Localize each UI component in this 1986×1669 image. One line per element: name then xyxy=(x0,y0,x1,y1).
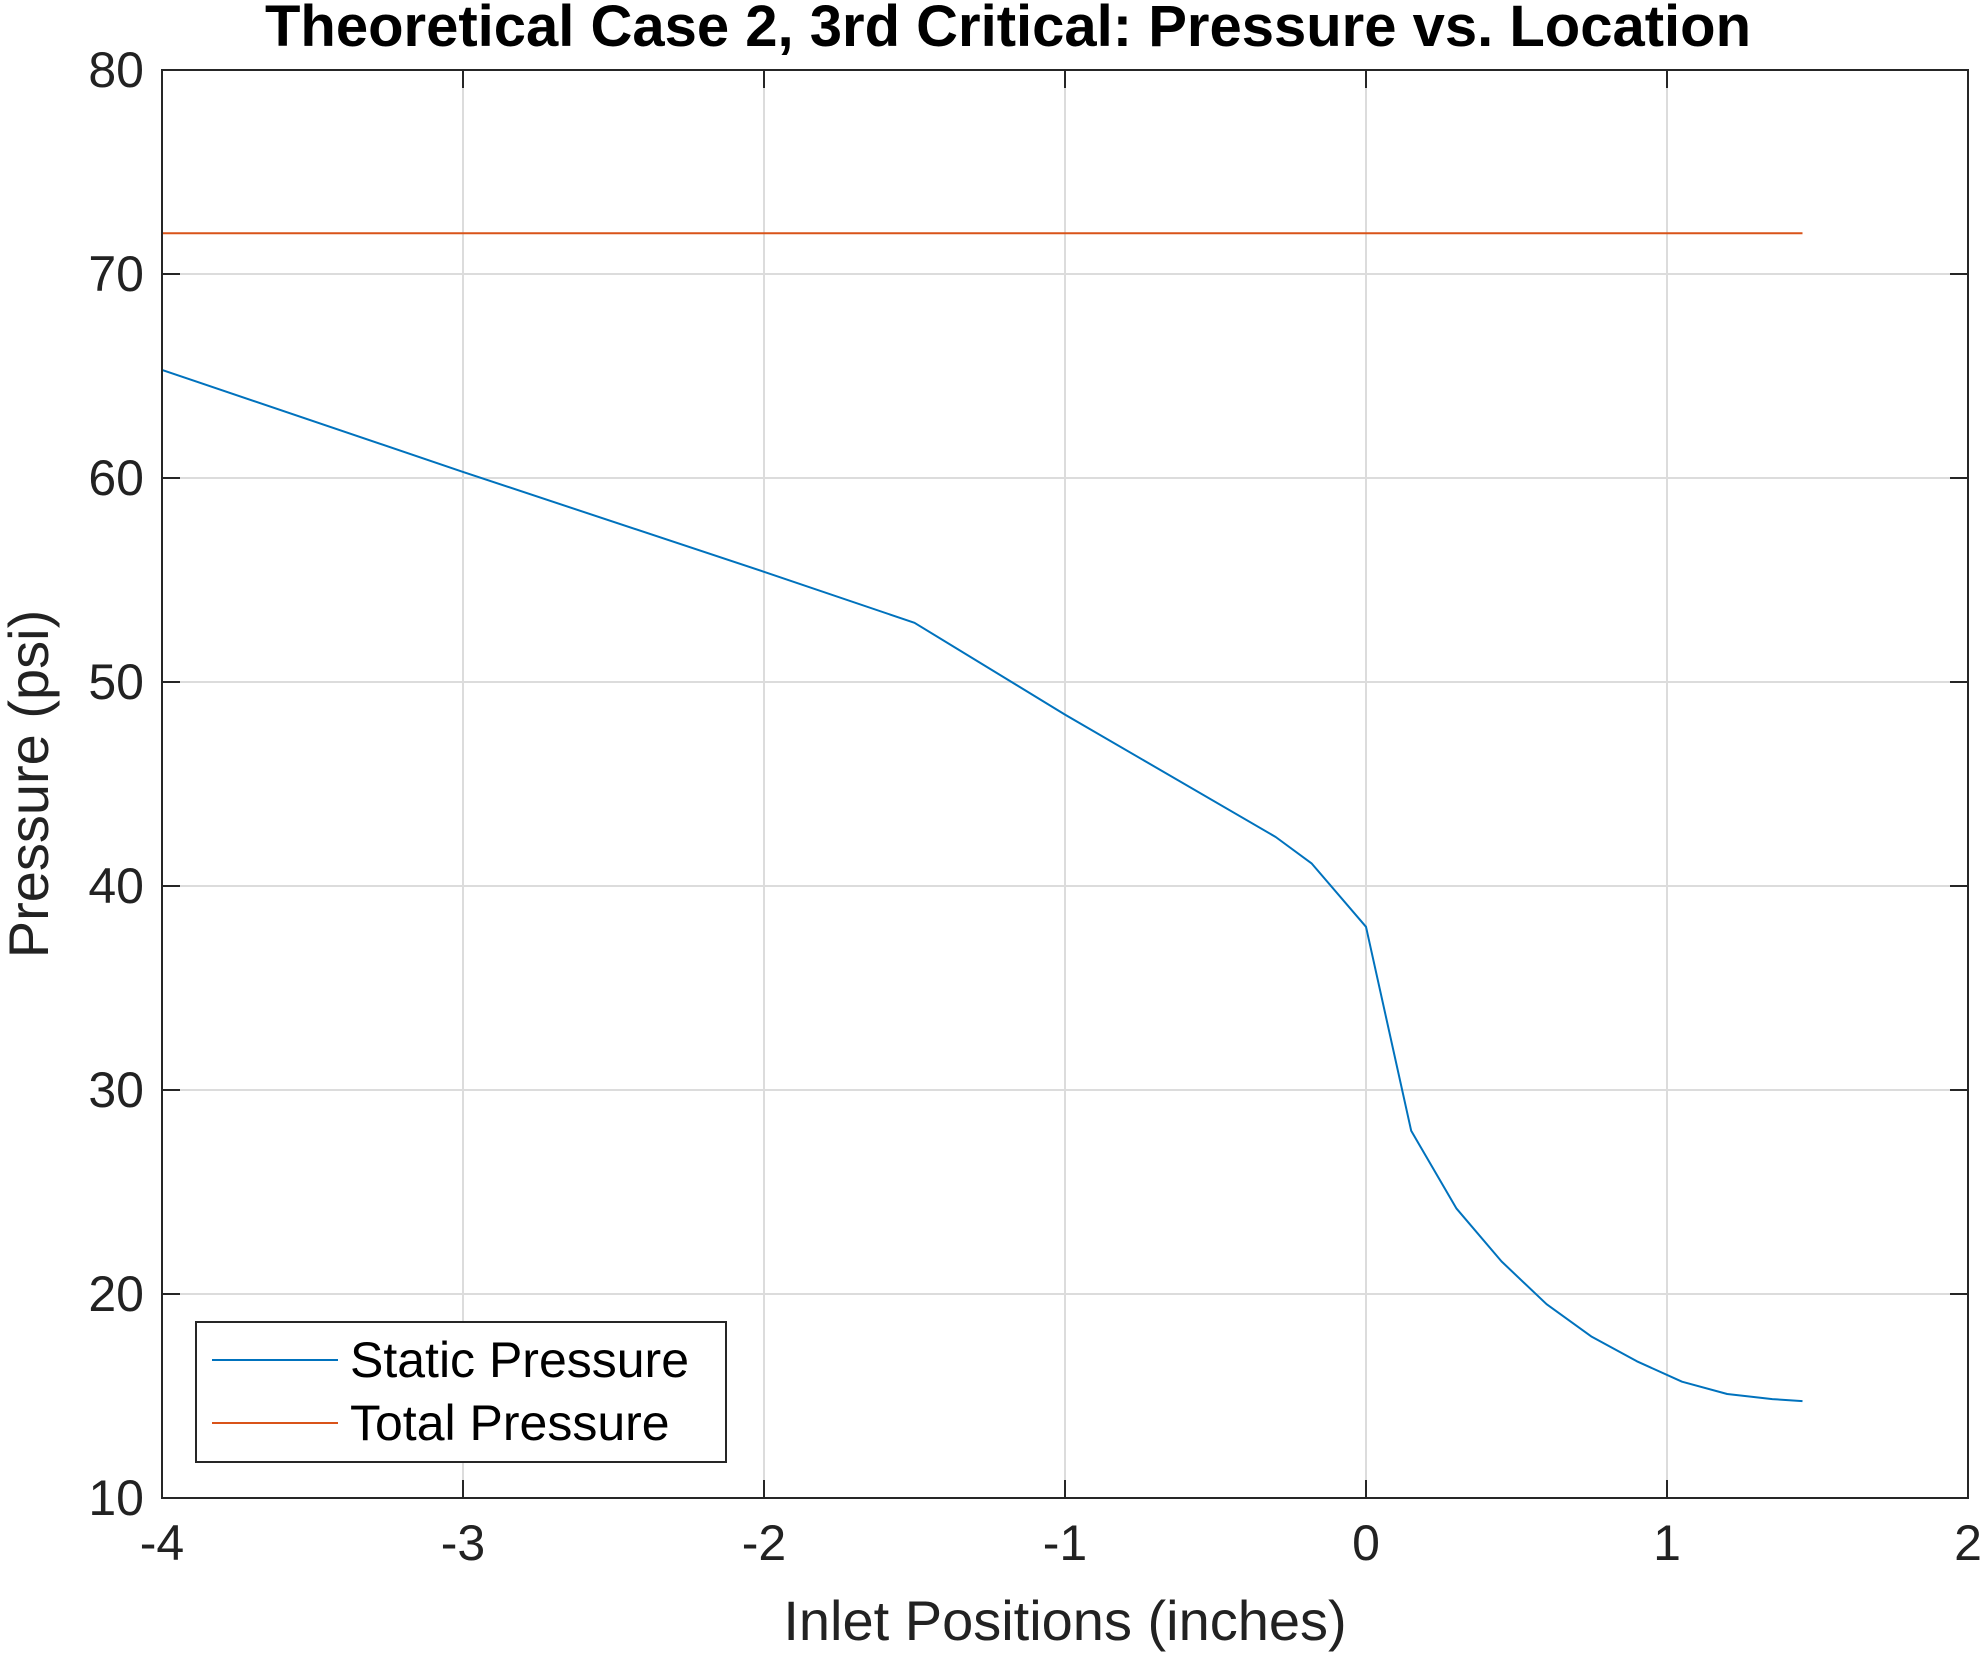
x-tick-label: -1 xyxy=(1043,1515,1087,1571)
y-tick-label: 80 xyxy=(88,42,144,98)
series-line-static-pressure xyxy=(161,368,1803,1403)
chart-title: Theoretical Case 2, 3rd Critical: Pressu… xyxy=(265,0,1751,59)
y-tick-label: 30 xyxy=(88,1062,144,1118)
y-tick-label: 70 xyxy=(88,246,144,302)
y-axis-label: Pressure (psi) xyxy=(0,610,60,959)
y-tick-label: 40 xyxy=(88,858,144,914)
legend-box xyxy=(195,1321,727,1463)
x-tick-label: 0 xyxy=(1352,1515,1380,1571)
y-tick-label: 50 xyxy=(88,654,144,710)
series-lines xyxy=(161,232,1803,1403)
y-tick-label: 20 xyxy=(88,1266,144,1322)
grid-lines xyxy=(162,70,1968,1498)
x-tick-label: -2 xyxy=(742,1515,786,1571)
y-tick-label: 60 xyxy=(88,450,144,506)
x-tick-label: -4 xyxy=(140,1515,184,1571)
axis-ticks: -4 -3 -2 -1 0 1 2 10 20 30 40 50 60 70 80 xyxy=(88,42,1982,1571)
x-tick-label: 2 xyxy=(1954,1515,1982,1571)
y-tick-label: 10 xyxy=(88,1470,144,1526)
x-axis-label: Inlet Positions (inches) xyxy=(783,1589,1346,1652)
legend: Static Pressure Total Pressure xyxy=(195,1321,727,1463)
x-tick-label: -3 xyxy=(441,1515,485,1571)
legend-label-static-pressure: Static Pressure xyxy=(350,1332,689,1388)
x-tick-label: 1 xyxy=(1653,1515,1681,1571)
legend-label-total-pressure: Total Pressure xyxy=(350,1395,670,1451)
